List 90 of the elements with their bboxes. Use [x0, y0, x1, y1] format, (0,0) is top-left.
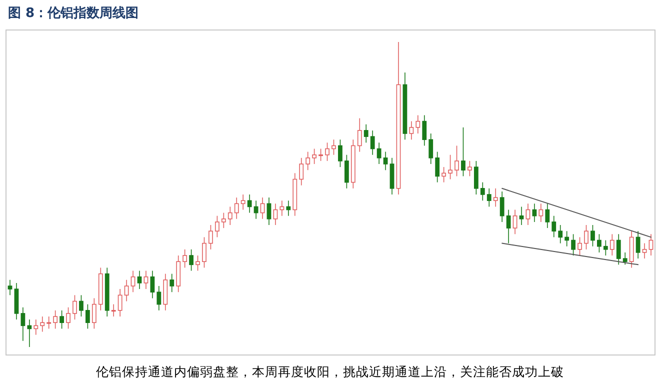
candlestick	[500, 191, 504, 222]
candlestick	[40, 316, 45, 332]
candlestick	[474, 160, 478, 195]
candlestick	[493, 188, 498, 208]
candlestick	[150, 270, 155, 299]
candlestick	[306, 151, 310, 170]
candlestick	[370, 130, 375, 156]
candlestick	[156, 286, 162, 311]
candlestick	[526, 203, 530, 226]
candlestick	[454, 145, 459, 177]
candlestick	[286, 200, 291, 216]
candlestick	[383, 151, 388, 170]
candlestick	[597, 234, 602, 253]
candlestick	[66, 306, 70, 330]
candlestick	[8, 280, 12, 296]
candlestick	[144, 270, 148, 290]
candlestick	[260, 197, 265, 220]
candlestick	[118, 288, 122, 317]
candlestick	[312, 148, 317, 164]
candlestick	[189, 249, 194, 272]
candlestick	[182, 249, 188, 268]
candlestick	[571, 234, 576, 256]
candlestick	[512, 209, 518, 235]
candlestick	[196, 255, 200, 272]
candlestick	[416, 114, 420, 134]
chart-title: 图 8：伦铝指数周线图	[8, 6, 139, 21]
candlestick	[130, 270, 136, 292]
candlestick	[468, 160, 472, 177]
candlestick	[558, 224, 563, 244]
candlestick	[338, 139, 342, 168]
candlestick	[221, 212, 226, 228]
candlestick	[461, 127, 466, 177]
candlestick	[280, 200, 284, 216]
candlestick	[273, 203, 278, 226]
candlestick	[642, 242, 647, 259]
candlestick	[202, 236, 206, 268]
candlestick	[247, 194, 252, 214]
candlestick	[448, 154, 452, 180]
candlestick	[603, 240, 608, 256]
candlestick	[332, 139, 336, 156]
candlestick	[564, 230, 570, 247]
candlestick	[60, 310, 64, 330]
candlestick	[357, 118, 362, 152]
candlestick	[228, 206, 232, 226]
candlestick	[234, 197, 239, 220]
candlestick	[552, 215, 556, 238]
candlestick	[266, 197, 272, 226]
candlestick	[214, 215, 220, 238]
candlestick	[422, 114, 427, 146]
candlestick	[435, 151, 440, 183]
text: 伦铝保持通道内偏弱盘整，本周再度收阳，挑战近期通道上沿，关注能否成功上破	[96, 364, 564, 379]
candlestick	[376, 142, 382, 164]
candlestick	[34, 319, 38, 336]
candlestick	[590, 224, 595, 247]
candlestick	[124, 280, 129, 302]
candlestick	[442, 166, 446, 183]
candlestick	[170, 273, 174, 292]
candlestick	[584, 224, 588, 250]
candlestick	[538, 203, 544, 222]
candlestick	[318, 148, 323, 162]
candlestick	[46, 316, 52, 330]
candlestick	[616, 234, 621, 266]
candlestick	[137, 270, 142, 290]
candlestick	[610, 234, 614, 256]
candlestick	[486, 188, 492, 208]
candlestick	[20, 306, 26, 342]
candlestick	[648, 234, 654, 256]
candlestick	[409, 120, 414, 140]
candlestick	[92, 298, 96, 330]
candlestick	[325, 142, 330, 162]
candlestick	[208, 224, 213, 250]
candlestick	[578, 236, 582, 256]
candlestick	[519, 206, 524, 226]
candlestick	[72, 294, 77, 320]
candlestick	[85, 304, 90, 330]
candlestick	[79, 294, 84, 317]
candlestick	[299, 158, 304, 186]
candlestick	[506, 209, 511, 244]
candlestick	[545, 203, 550, 228]
candlestick	[428, 133, 434, 164]
candlestick	[27, 319, 32, 348]
candlestick	[622, 252, 628, 266]
candlestick	[344, 154, 349, 189]
candlestick	[240, 194, 246, 210]
candlestick	[480, 182, 485, 201]
candlestick	[532, 203, 537, 222]
candlestick	[364, 124, 368, 144]
candlestick	[53, 310, 58, 330]
candlestick	[636, 230, 640, 259]
candlestick	[111, 304, 116, 317]
